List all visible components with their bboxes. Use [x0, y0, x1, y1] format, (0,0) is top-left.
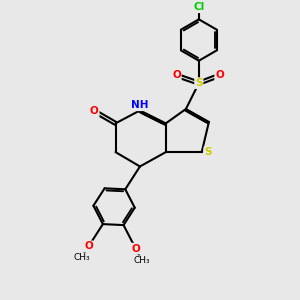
Text: CH₃: CH₃ — [73, 253, 90, 262]
Text: O: O — [90, 106, 99, 116]
Text: O: O — [215, 70, 224, 80]
Text: O: O — [84, 241, 93, 251]
Text: CH₃: CH₃ — [134, 256, 150, 265]
Text: S: S — [204, 147, 212, 157]
Text: NH: NH — [131, 100, 149, 110]
Text: O: O — [131, 244, 140, 254]
Text: O: O — [172, 70, 181, 80]
Text: Cl: Cl — [193, 2, 205, 12]
Text: S: S — [195, 78, 202, 88]
